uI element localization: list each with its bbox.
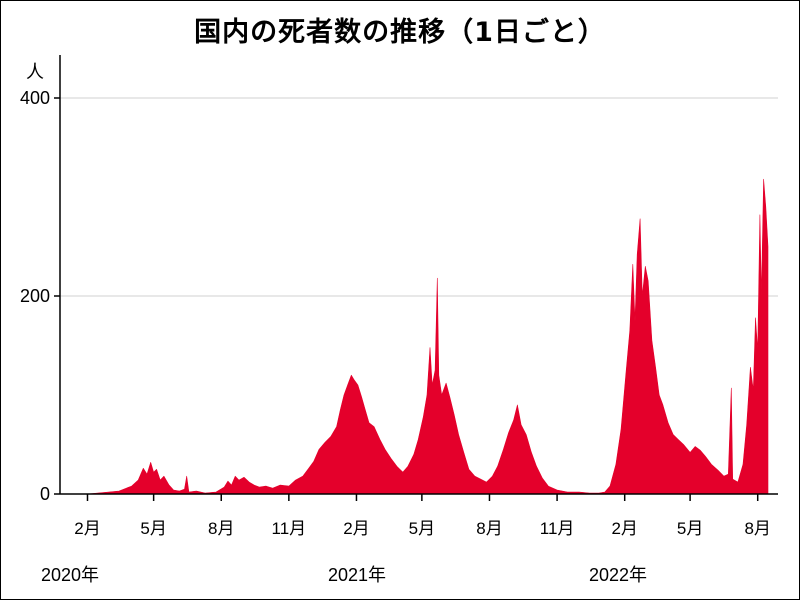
x-tick-label-10: 8月: [744, 519, 770, 538]
x-tick-label-4: 2月: [343, 519, 369, 538]
x-tick-label-7: 11月: [540, 519, 575, 538]
y-tick-label-200: 200: [20, 286, 50, 306]
chart-title: 国内の死者数の推移（1日ごと）: [194, 17, 606, 48]
year-label-2: 2022年: [589, 565, 647, 585]
y-tick-label-0: 0: [40, 484, 50, 504]
x-tick-label-9: 5月: [677, 519, 703, 538]
x-tick-label-1: 5月: [140, 519, 166, 538]
x-tick-label-6: 8月: [476, 519, 502, 538]
y-unit-label: 人: [26, 62, 44, 83]
x-tick-label-5: 5月: [409, 519, 435, 538]
x-tick-label-3: 11月: [272, 519, 307, 538]
y-tick-label-400: 400: [20, 88, 50, 108]
deaths-area-series: [74, 178, 769, 495]
year-label-1: 2021年: [328, 565, 386, 585]
x-tick-label-2: 8月: [208, 519, 234, 538]
x-tick-label-0: 2月: [74, 519, 100, 538]
year-label-0: 2020年: [41, 565, 99, 585]
x-tick-label-8: 2月: [611, 519, 637, 538]
